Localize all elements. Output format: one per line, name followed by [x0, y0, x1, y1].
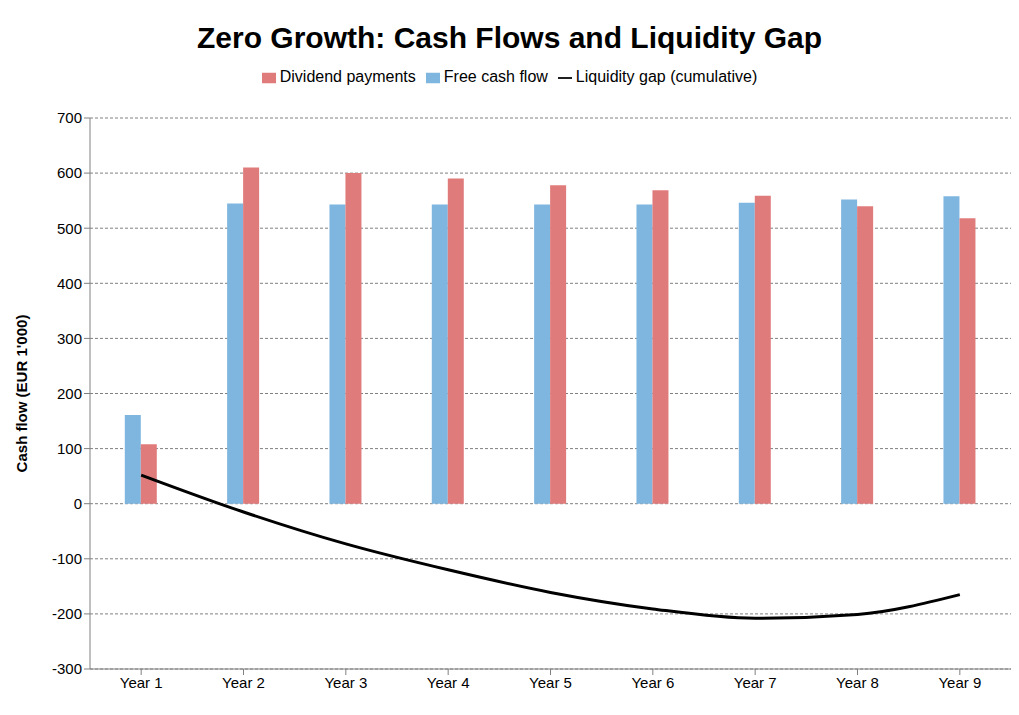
html-text:Zero Growth: Cash Flows and Li: Zero Growth: Cash Flows and Liquidity Ga… [197, 21, 822, 54]
svg-text:Year 7: Year 7 [734, 674, 777, 691]
svg-text:400: 400 [57, 275, 82, 292]
svg-text:-200: -200 [52, 605, 82, 622]
html-text:Dividend payments: Dividend payments [279, 68, 416, 85]
svg-text:0: 0 [74, 495, 82, 512]
svg-text:Year 1: Year 1 [120, 674, 163, 691]
svg-text:Year 4: Year 4 [427, 674, 470, 691]
svg-text:Year 5: Year 5 [529, 674, 572, 691]
svg-text:Year 6: Year 6 [631, 674, 674, 691]
svg-text:Year 8: Year 8 [836, 674, 879, 691]
svg-text:Cash flow (EUR 1'000): Cash flow (EUR 1'000) [13, 315, 30, 473]
svg-text:600: 600 [57, 164, 82, 181]
html-text:Free cash flow: Free cash flow [443, 68, 548, 85]
svg-text:Year 3: Year 3 [324, 674, 367, 691]
svg-text:-300: -300 [52, 660, 82, 677]
svg-text:100: 100 [57, 440, 82, 457]
svg-text:Year 9: Year 9 [938, 674, 981, 691]
svg-text:Year 2: Year 2 [222, 674, 265, 691]
html-text:Liquidity gap (cumulative): Liquidity gap (cumulative) [575, 68, 758, 85]
svg-text:500: 500 [57, 220, 82, 237]
svg-text:300: 300 [57, 330, 82, 347]
svg-text:700: 700 [57, 109, 82, 126]
svg-text:200: 200 [57, 385, 82, 402]
svg-text:-100: -100 [52, 550, 82, 567]
